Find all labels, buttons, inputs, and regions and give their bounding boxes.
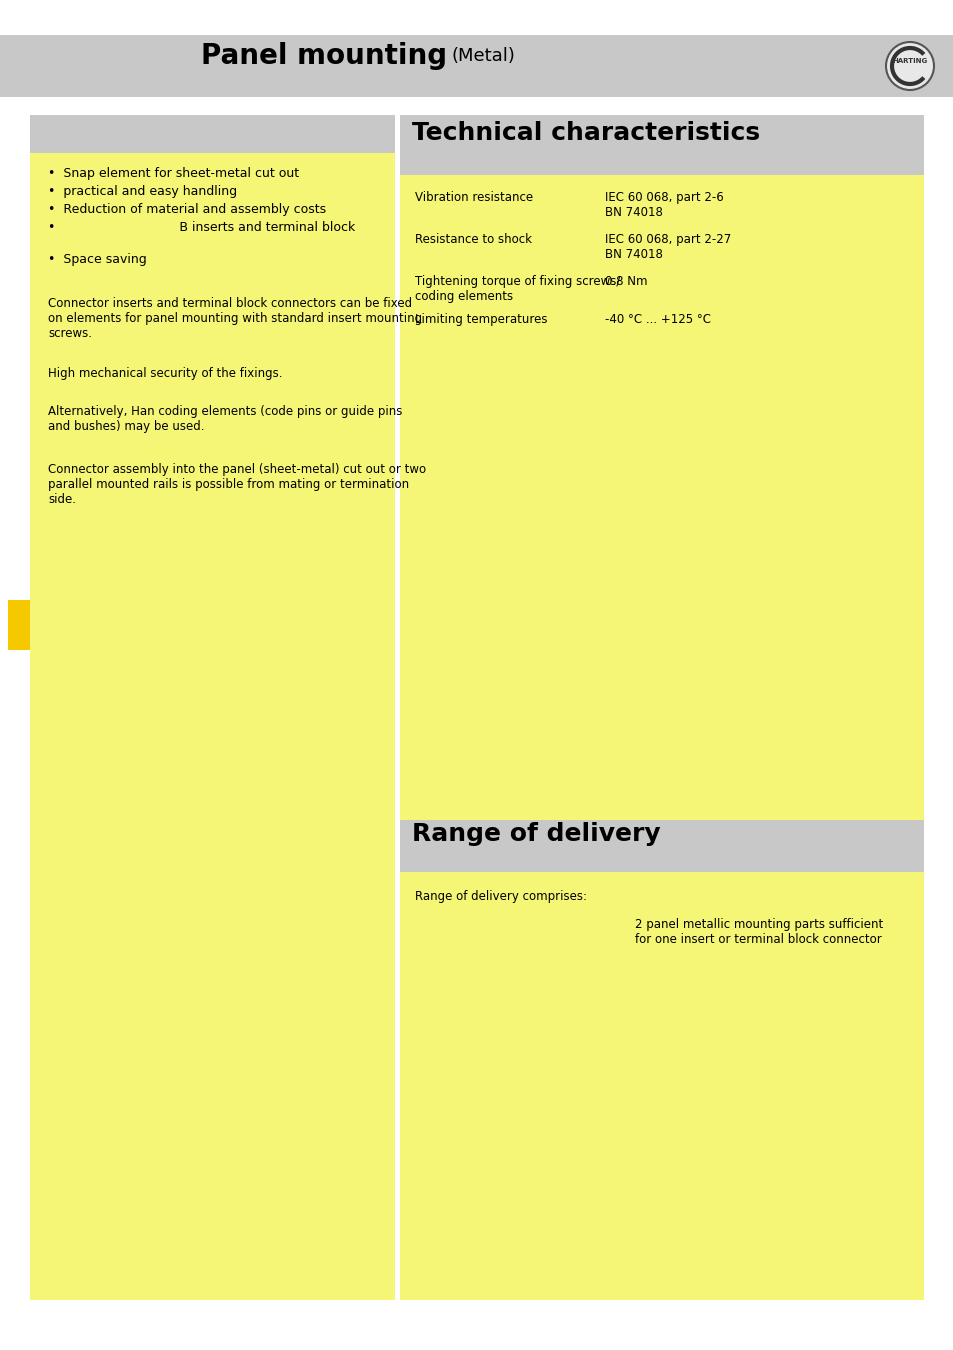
Text: Resistance to shock: Resistance to shock: [415, 234, 532, 246]
Text: IEC 60 068, part 2-27
BN 74018: IEC 60 068, part 2-27 BN 74018: [604, 234, 731, 261]
FancyBboxPatch shape: [30, 153, 395, 1300]
Circle shape: [885, 42, 933, 90]
FancyBboxPatch shape: [30, 115, 395, 153]
Text: Limiting temperatures: Limiting temperatures: [415, 313, 547, 325]
Text: (Metal): (Metal): [452, 47, 516, 65]
Text: IEC 60 068, part 2-6
BN 74018: IEC 60 068, part 2-6 BN 74018: [604, 190, 723, 219]
Text: Alternatively, Han coding elements (code pins or guide pins
and bushes) may be u: Alternatively, Han coding elements (code…: [48, 405, 402, 433]
Text: -40 °C ... +125 °C: -40 °C ... +125 °C: [604, 313, 710, 325]
Text: Technical characteristics: Technical characteristics: [412, 122, 760, 144]
FancyBboxPatch shape: [399, 176, 923, 819]
FancyBboxPatch shape: [8, 599, 30, 649]
Text: High mechanical security of the fixings.: High mechanical security of the fixings.: [48, 367, 282, 379]
Text: Range of delivery: Range of delivery: [412, 822, 659, 846]
FancyBboxPatch shape: [399, 115, 923, 176]
Text: Connector inserts and terminal block connectors can be fixed
on elements for pan: Connector inserts and terminal block con…: [48, 297, 421, 340]
Text: Panel mounting: Panel mounting: [201, 42, 447, 70]
Text: 2 panel metallic mounting parts sufficient
for one insert or terminal block conn: 2 panel metallic mounting parts sufficie…: [635, 918, 882, 946]
FancyBboxPatch shape: [0, 0, 953, 1350]
Text: •  Space saving: • Space saving: [48, 252, 147, 266]
FancyBboxPatch shape: [0, 35, 953, 97]
FancyBboxPatch shape: [399, 819, 923, 872]
Text: Vibration resistance: Vibration resistance: [415, 190, 533, 204]
Text: Tightening torque of fixing screws/
coding elements: Tightening torque of fixing screws/ codi…: [415, 275, 619, 302]
Text: HARTING: HARTING: [891, 58, 926, 63]
Text: •  practical and easy handling: • practical and easy handling: [48, 185, 237, 198]
Text: •  Snap element for sheet-metal cut out: • Snap element for sheet-metal cut out: [48, 167, 299, 180]
FancyBboxPatch shape: [399, 872, 923, 1300]
Text: Connector assembly into the panel (sheet-metal) cut out or two
parallel mounted : Connector assembly into the panel (sheet…: [48, 463, 426, 506]
Text: Range of delivery comprises:: Range of delivery comprises:: [415, 890, 586, 903]
Text: •                               B inserts and terminal block: • B inserts and terminal block: [48, 221, 355, 234]
Text: •  Reduction of material and assembly costs: • Reduction of material and assembly cos…: [48, 202, 326, 216]
Text: 0.8 Nm: 0.8 Nm: [604, 275, 647, 288]
